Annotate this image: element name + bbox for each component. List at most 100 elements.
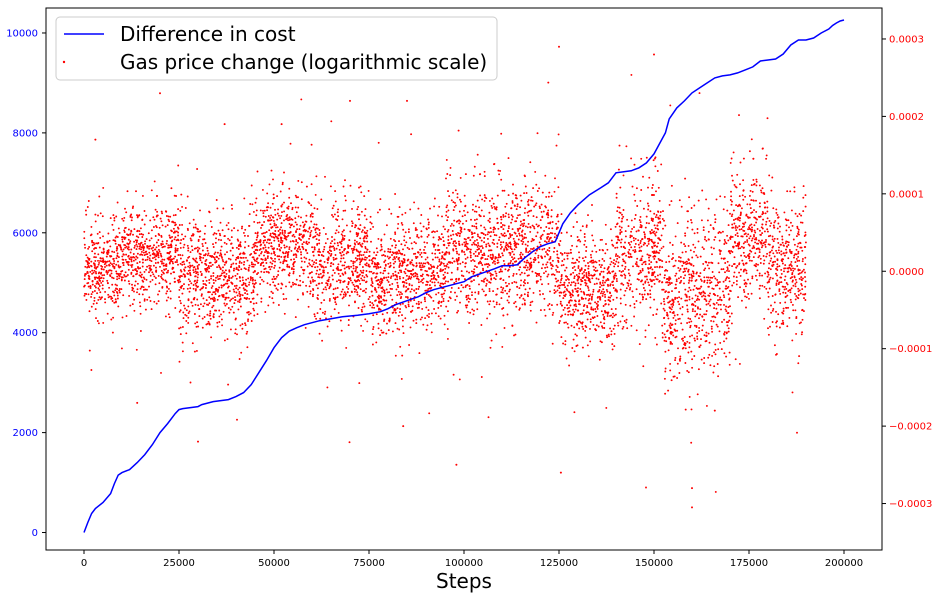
scatter-point [365,232,368,234]
scatter-point [491,261,494,264]
scatter-point [219,267,222,270]
scatter-point [502,307,505,309]
scatter-point [247,277,250,280]
scatter-point [301,236,304,239]
scatter-point [403,239,406,242]
scatter-point [639,221,642,224]
scatter-point [397,215,400,218]
scatter-point [143,254,146,257]
scatter-point [224,253,226,256]
scatter-point [530,199,532,202]
scatter-point [298,234,301,237]
scatter-point [168,316,171,319]
scatter-point [104,260,107,263]
scatter-point [179,269,182,272]
scatter-point [603,309,606,312]
scatter-point [397,314,400,317]
scatter-point [592,308,595,311]
scatter-point [550,264,553,266]
scatter-point [232,288,235,291]
scatter-point [384,269,387,272]
scatter-point [543,272,545,275]
scatter-point [467,236,470,239]
scatter-point [225,260,228,263]
scatter-point [653,232,656,235]
scatter-point [565,321,567,324]
scatter-point [413,201,416,204]
scatter-point [166,224,169,227]
scatter-point [591,277,594,280]
scatter-point [442,273,445,276]
scatter-point [407,288,409,291]
scatter-point [614,288,617,291]
scatter-point [481,288,484,291]
scatter-point [223,302,226,305]
scatter-point [401,281,404,284]
scatter-point [102,321,105,324]
scatter-point [260,252,262,255]
scatter-point [364,263,367,266]
scatter-point [379,266,382,269]
scatter-point [549,232,552,234]
scatter-point [555,268,558,271]
scatter-point [500,297,503,300]
scatter-point [227,221,230,224]
scatter-point [495,234,498,237]
scatter-point [213,253,216,255]
scatter-point [269,283,272,286]
scatter-point [186,287,189,290]
scatter-point [175,244,177,247]
scatter-point [273,252,276,255]
scatter-point [646,253,649,256]
scatter-point [236,229,239,232]
scatter-point [535,183,538,186]
scatter-point [161,260,163,263]
scatter-point [208,323,211,326]
scatter-point [427,234,430,236]
scatter-point [391,298,394,301]
scatter-point [306,252,309,255]
scatter-point [612,298,615,301]
scatter-point [464,205,467,208]
scatter-point [323,313,326,315]
scatter-point [404,211,407,214]
scatter-point [546,237,549,240]
scatter-point [160,242,163,245]
scatter-point [482,267,484,270]
scatter-point [125,275,128,278]
scatter-point [275,224,278,226]
scatter-point [535,321,538,324]
scatter-point [309,231,312,234]
scatter-point [367,263,370,266]
scatter-point [486,300,489,303]
scatter-point [337,272,340,275]
scatter-point [648,254,650,257]
scatter-point [371,306,374,309]
scatter-point [652,314,655,316]
scatter-point [321,275,324,278]
scatter-point [633,193,636,196]
scatter-point [488,244,491,247]
scatter-point [248,224,250,227]
scatter-point [366,275,369,278]
scatter-point [556,289,559,292]
scatter-point [102,260,105,263]
scatter-point [110,272,113,275]
scatter-point [446,337,449,340]
scatter-point [236,272,239,275]
scatter-point [526,282,529,284]
scatter-point [194,303,197,306]
scatter-point [99,212,102,215]
scatter-point [344,261,346,264]
scatter-point [546,249,549,252]
scatter-point [237,288,240,291]
scatter-point [288,196,291,199]
scatter-point [544,270,547,273]
scatter-point [529,309,532,312]
scatter-point [232,262,235,265]
scatter-point [125,315,128,317]
scatter-point [439,282,442,285]
scatter-point [573,411,576,414]
scatter-point [353,239,356,242]
scatter-point [527,214,530,217]
